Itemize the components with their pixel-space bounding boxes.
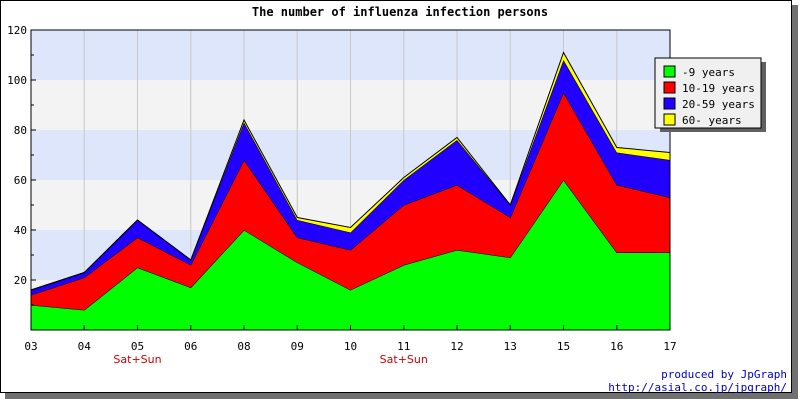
area-series-0 bbox=[31, 180, 670, 330]
x-tick-label: 17 bbox=[663, 340, 676, 353]
area-series-2 bbox=[31, 60, 670, 295]
y-tick-label: 80 bbox=[14, 124, 27, 137]
x-tick-label: 16 bbox=[610, 340, 623, 353]
weekend-label: Sat+Sun bbox=[380, 353, 428, 366]
legend-swatch bbox=[663, 65, 676, 78]
x-tick-label: 05 bbox=[131, 340, 144, 353]
tick-labels: 20 40 60 80 100 120 03 04 05 06 08 09 10 11 12 13 15 16 17… bbox=[7, 24, 677, 366]
legend-label: 60- years bbox=[682, 114, 742, 127]
area-series-1 bbox=[31, 92, 670, 310]
legend-swatch bbox=[663, 81, 676, 94]
x-tick-label: 06 bbox=[184, 340, 197, 353]
x-tick-label: 15 bbox=[557, 340, 570, 353]
legend-label: -9 years bbox=[682, 66, 735, 79]
x-tick-label: 13 bbox=[504, 340, 517, 353]
legend-label: 20-59 years bbox=[682, 98, 755, 111]
x-tick-label: 03 bbox=[24, 340, 37, 353]
legend-swatch bbox=[663, 113, 676, 126]
axes bbox=[30, 29, 671, 331]
y-tick-label: 20 bbox=[14, 274, 27, 287]
y-tick-label: 60 bbox=[14, 174, 27, 187]
chart-title: The number of influenza infection person… bbox=[252, 5, 548, 19]
stacked-areas bbox=[30, 51, 671, 330]
x-tick-label: 09 bbox=[291, 340, 304, 353]
frame-shadow-bottom bbox=[5, 393, 798, 399]
y-tick-label: 120 bbox=[7, 24, 27, 37]
legend: -9 years 10-19 years 20-59 years 60- years bbox=[654, 57, 766, 132]
y-tick-label: 100 bbox=[7, 74, 27, 87]
credit-url[interactable]: http://asial.co.jp/jpgraph/ bbox=[608, 381, 787, 394]
x-tick-label: 04 bbox=[78, 340, 92, 353]
legend-label: 10-19 years bbox=[682, 82, 755, 95]
weekend-label: Sat+Sun bbox=[113, 353, 161, 366]
y-tick-label: 40 bbox=[14, 224, 27, 237]
x-tick-label: 08 bbox=[237, 340, 250, 353]
x-tick-label: 11 bbox=[397, 340, 410, 353]
x-tick-label: 12 bbox=[450, 340, 463, 353]
legend-swatch bbox=[663, 97, 676, 110]
frame-shadow-right bbox=[792, 5, 798, 398]
area-outline-3 bbox=[30, 51, 671, 291]
x-tick-label: 10 bbox=[344, 340, 357, 353]
credit-produced-by: produced by JpGraph bbox=[661, 368, 787, 381]
